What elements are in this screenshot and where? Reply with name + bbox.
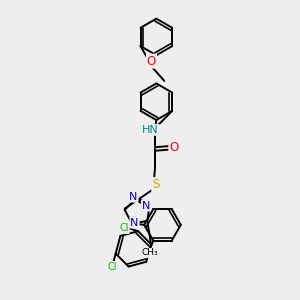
Text: O: O — [169, 141, 178, 154]
Text: N: N — [129, 192, 138, 202]
Text: N: N — [142, 200, 150, 211]
Text: HN: HN — [142, 125, 159, 135]
Text: CH₃: CH₃ — [141, 248, 158, 257]
Text: S: S — [152, 178, 160, 191]
Text: Cl: Cl — [119, 223, 129, 233]
Text: O: O — [147, 55, 156, 68]
Text: Cl: Cl — [108, 262, 117, 272]
Text: N: N — [130, 218, 139, 228]
